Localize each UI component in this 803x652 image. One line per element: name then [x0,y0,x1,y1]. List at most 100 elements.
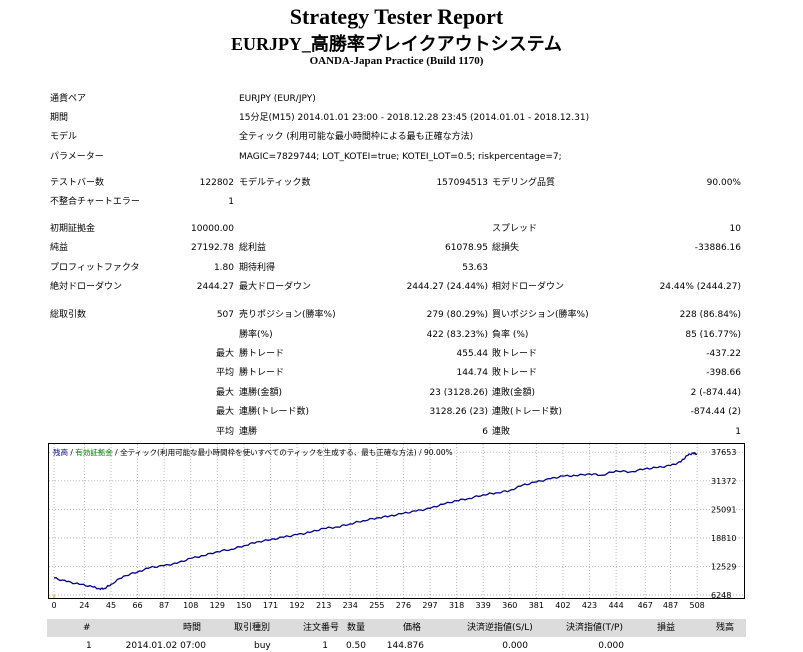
col-volume: 数量 [347,623,366,633]
x-tick-label: 467 [638,601,653,610]
col-tp: 決済指値(T/P) [566,623,623,633]
legend-model: 全ティック(利用可能な最小時間枠を使いすべてのティックを生成する、最も正確な方法… [120,447,453,457]
x-tick-label: 87 [159,601,169,610]
x-tick-label: 360 [502,601,517,610]
model-label: モデル [50,132,78,142]
x-tick-label: 234 [343,601,358,610]
x-tick-label: 276 [396,601,411,610]
x-tick-label: 402 [555,601,570,610]
max-label: 最大 [215,407,234,417]
expected-value: 53.63 [462,263,488,273]
row-order: 1 [322,641,328,651]
avg-win-value: 144.74 [456,368,489,378]
col-type: 取引種別 [234,623,271,633]
chart-grid [49,444,744,598]
row-type: buy [254,641,271,651]
legend-balance: 残高 [53,447,68,457]
short-value: 279 (80.29%) [426,310,488,320]
balance-line [53,451,698,591]
bars-label: テストバー数 [50,178,105,188]
y-tick-label: 12529 [711,562,736,571]
avg-label: 平均 [215,427,234,437]
long-label: 買いポジション(勝率%) [492,310,589,320]
y-tick-label: 18810 [711,534,736,543]
col-price: 価格 [403,623,422,633]
abs-dd-label: 絶対ドローダウン [50,282,123,292]
params-value: MAGIC=7829744; LOT_KOTEI=true; KOTEI_LOT… [239,152,562,162]
report-title: Strategy Tester Report [289,4,504,29]
avg-loss-value: -398.66 [706,368,741,378]
balance-chart-svg: 残高 / 有効証拠金 / 全ティック(利用可能な最小時間枠を使いすべてのティック… [48,443,745,610]
col-sl: 決済逆指値(S/L) [467,623,533,633]
errors-label: 不整合チャートエラー [50,197,140,207]
total-value: 507 [216,310,234,320]
winrate-value: 422 (83.23%) [426,330,488,340]
x-tick-label: 213 [316,601,331,610]
x-tick-label: 297 [422,601,437,610]
avg-win-streak-label: 連勝 [239,427,258,437]
col-profit: 損益 [657,623,676,633]
gross-loss-value: -33886.16 [694,243,741,253]
max-win-value: 455.44 [456,349,489,359]
x-tick-label: 381 [529,601,544,610]
quality-label: モデリング品質 [492,178,556,188]
avg-loss-streak-label: 連敗 [492,427,511,437]
spread-value: 10 [729,224,741,234]
consec-win-amt-value: 23 (3128.26) [429,388,488,398]
model-value: 全ティック (利用可能な最小時間枠による最も正確な方法) [239,132,474,142]
col-number: # [83,623,91,633]
x-tick-label: 66 [132,601,142,610]
avg-win-streak-value: 6 [482,427,488,437]
max-win-label: 勝トレード [239,349,285,359]
x-tick-label: 487 [663,601,678,610]
spread-label: スプレッド [492,224,538,234]
pair-label: 通貨ペア [50,94,87,104]
consec-loss-amt-value: 2 (-874.44) [690,388,741,398]
chart-frame [48,443,745,599]
consec-loss-amt-label: 連敗(金額) [492,388,536,398]
x-tick-label: 171 [263,601,278,610]
consec-loss-tr-label: 連敗(トレード数) [492,407,563,417]
x-tick-label: 339 [476,601,491,610]
row-price: 144.876 [386,641,424,651]
avg-win-label: 勝トレード [239,368,285,378]
x-tick-label: 150 [236,601,251,610]
pf-value: 1.80 [213,263,234,273]
expected-label: 期待利得 [239,263,276,273]
gross-loss-label: 総損失 [492,243,520,253]
server-info: OANDA-Japan Practice (Build 1170) [309,55,484,67]
max-loss-value: -437.22 [706,349,741,359]
ticks-label: モデルティック数 [239,178,311,188]
balance-chart: 残高 / 有効証拠金 / 全ティック(利用可能な最小時間枠を使いすべてのティック… [48,443,745,611]
x-tick-label: 0 [51,601,56,610]
net-label: 純益 [50,243,69,253]
x-tick-label: 508 [689,601,704,610]
short-label: 売りポジション(勝率%) [239,310,336,320]
chart-legend: 残高 / 有効証拠金 / 全ティック(利用可能な最小時間枠を使いすべてのティック… [53,447,453,457]
long-value: 228 (86.84%) [679,310,741,320]
x-tick-label: 129 [210,601,225,610]
pf-label: プロフィットファクタ [50,263,140,273]
lossrate-value: 85 (16.77%) [685,330,741,340]
x-tick-label: 444 [608,601,623,610]
x-tick-label: 318 [449,601,464,610]
quality-value: 90.00% [706,178,741,188]
chart-x-ticks: 0 24 45 66 87 108 129 150 171 192 213 234 255 276 297 3… [51,601,704,610]
col-balance: 残高 [716,623,735,633]
errors-value: 1 [228,197,234,207]
period-label: 期間 [50,113,69,123]
params-label: パラメーター [50,152,104,162]
col-order: 注文番号 [303,623,340,633]
avg-loss-label: 敗トレード [492,368,538,378]
rel-dd-label: 相対ドローダウン [492,282,565,292]
period-value: 15分足(M15) 2014.01.01 23:00 - 2018.12.28 … [239,113,590,123]
deposit-value: 10000.00 [191,224,234,234]
x-tick-label: 24 [79,601,89,610]
consec-win-tr-label: 連勝(トレード数) [239,407,310,417]
trade-table-header: # 時間 取引種別 注文番号 数量 価格 決済逆指値(S/L) 決済指値(T/P… [47,619,746,637]
gross-profit-value: 61078.95 [445,243,488,253]
bars-value: 122802 [199,178,234,188]
gross-profit-label: 総利益 [239,243,267,253]
expert-name: EURJPY_高勝率ブレイクアウトシステム [230,34,563,54]
chart-lines [53,451,698,598]
